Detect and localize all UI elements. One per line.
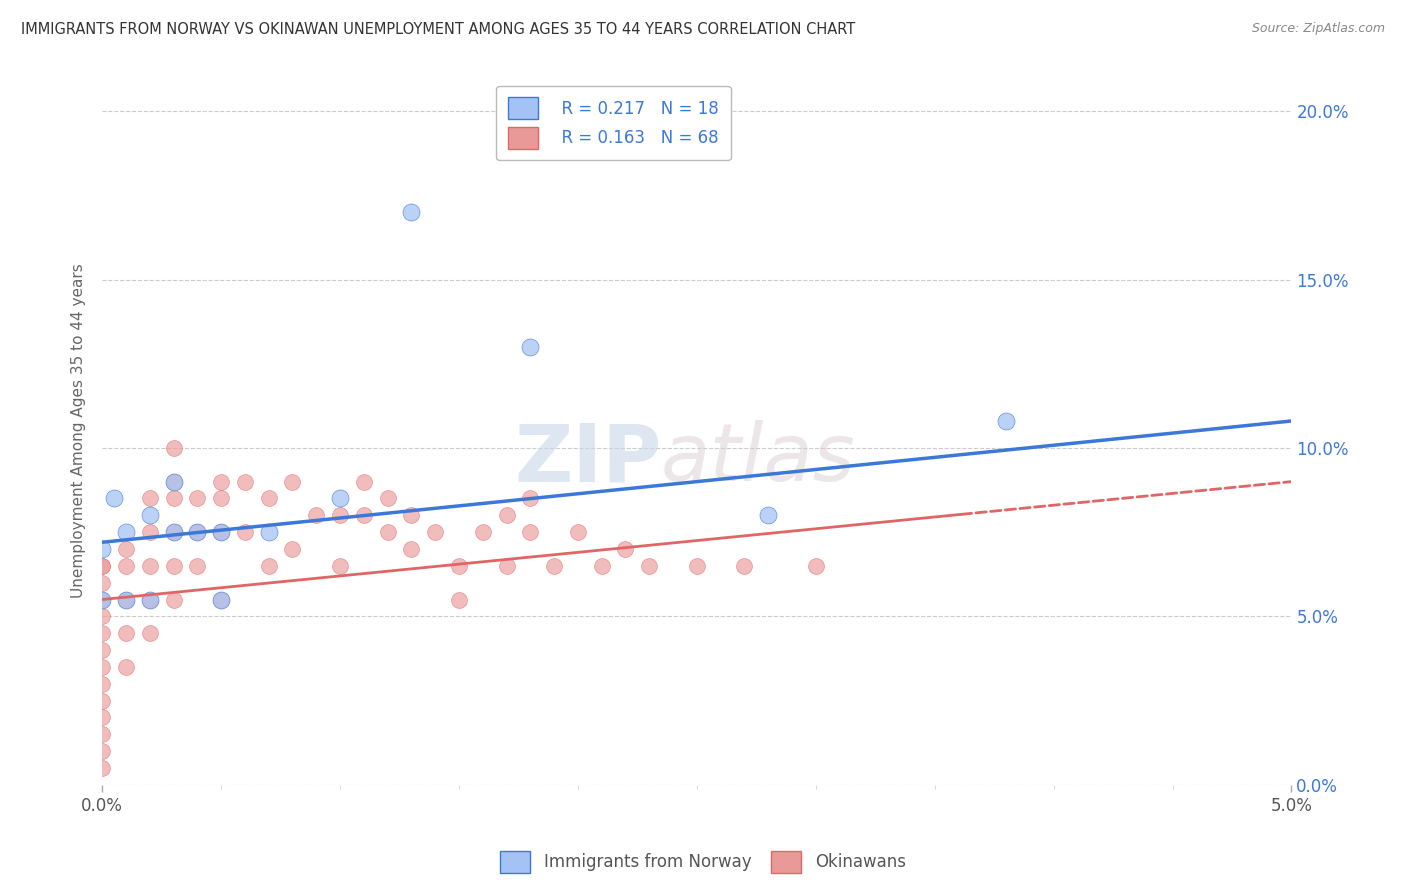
Point xyxy=(91,710,114,724)
Text: ZIP: ZIP xyxy=(515,420,661,499)
Point xyxy=(209,592,232,607)
Point xyxy=(162,558,184,573)
Point xyxy=(139,491,162,506)
Point xyxy=(91,761,114,775)
Point xyxy=(638,558,661,573)
Point xyxy=(162,441,184,455)
Point xyxy=(447,592,470,607)
Point xyxy=(91,660,114,674)
Point xyxy=(425,525,447,540)
Point xyxy=(91,693,114,707)
Point xyxy=(804,558,827,573)
Point xyxy=(115,660,138,674)
Point xyxy=(257,558,280,573)
Point xyxy=(91,727,114,741)
Point xyxy=(91,626,114,640)
Point xyxy=(91,676,114,690)
Point xyxy=(995,414,1018,428)
Point xyxy=(162,475,184,489)
Point xyxy=(233,475,256,489)
Legend: Immigrants from Norway, Okinawans: Immigrants from Norway, Okinawans xyxy=(494,845,912,880)
Point xyxy=(329,491,352,506)
Point xyxy=(115,592,138,607)
Point xyxy=(686,558,709,573)
Point xyxy=(257,525,280,540)
Point xyxy=(733,558,755,573)
Point xyxy=(281,475,304,489)
Point xyxy=(91,575,114,590)
Point xyxy=(139,508,162,523)
Point xyxy=(91,541,114,556)
Text: Source: ZipAtlas.com: Source: ZipAtlas.com xyxy=(1251,22,1385,36)
Point xyxy=(91,592,114,607)
Point xyxy=(447,558,470,573)
Point xyxy=(519,491,541,506)
Point xyxy=(353,475,375,489)
Point xyxy=(162,475,184,489)
Point xyxy=(567,525,589,540)
Point xyxy=(115,626,138,640)
Point xyxy=(401,541,423,556)
Point xyxy=(162,592,184,607)
Point xyxy=(329,508,352,523)
Point xyxy=(377,491,399,506)
Point xyxy=(162,525,184,540)
Point xyxy=(329,558,352,573)
Legend:   R = 0.217   N = 18,   R = 0.163   N = 68: R = 0.217 N = 18, R = 0.163 N = 68 xyxy=(496,86,731,161)
Point xyxy=(353,508,375,523)
Point xyxy=(281,541,304,556)
Text: atlas: atlas xyxy=(661,420,856,499)
Point xyxy=(186,558,208,573)
Point xyxy=(233,525,256,540)
Point xyxy=(209,491,232,506)
Point xyxy=(305,508,328,523)
Point xyxy=(614,541,637,556)
Point xyxy=(377,525,399,540)
Point xyxy=(115,592,138,607)
Point xyxy=(139,592,162,607)
Point xyxy=(91,744,114,758)
Point xyxy=(91,643,114,657)
Point xyxy=(471,525,494,540)
Point xyxy=(91,558,114,573)
Point xyxy=(103,491,125,506)
Point xyxy=(139,626,162,640)
Point xyxy=(91,609,114,624)
Point xyxy=(162,491,184,506)
Point xyxy=(257,491,280,506)
Point xyxy=(115,558,138,573)
Point xyxy=(591,558,613,573)
Point xyxy=(115,525,138,540)
Point xyxy=(519,340,541,354)
Point xyxy=(495,558,517,573)
Point xyxy=(209,525,232,540)
Point xyxy=(91,558,114,573)
Point xyxy=(186,491,208,506)
Point xyxy=(186,525,208,540)
Point xyxy=(115,541,138,556)
Point xyxy=(401,508,423,523)
Point xyxy=(756,508,779,523)
Point xyxy=(209,475,232,489)
Point xyxy=(162,525,184,540)
Point xyxy=(139,592,162,607)
Point xyxy=(186,525,208,540)
Point xyxy=(519,525,541,540)
Point xyxy=(139,525,162,540)
Text: IMMIGRANTS FROM NORWAY VS OKINAWAN UNEMPLOYMENT AMONG AGES 35 TO 44 YEARS CORREL: IMMIGRANTS FROM NORWAY VS OKINAWAN UNEMP… xyxy=(21,22,855,37)
Point xyxy=(91,592,114,607)
Point xyxy=(401,205,423,219)
Y-axis label: Unemployment Among Ages 35 to 44 years: Unemployment Among Ages 35 to 44 years xyxy=(72,264,86,599)
Point xyxy=(139,558,162,573)
Point xyxy=(543,558,565,573)
Point xyxy=(209,525,232,540)
Point xyxy=(495,508,517,523)
Point xyxy=(209,592,232,607)
